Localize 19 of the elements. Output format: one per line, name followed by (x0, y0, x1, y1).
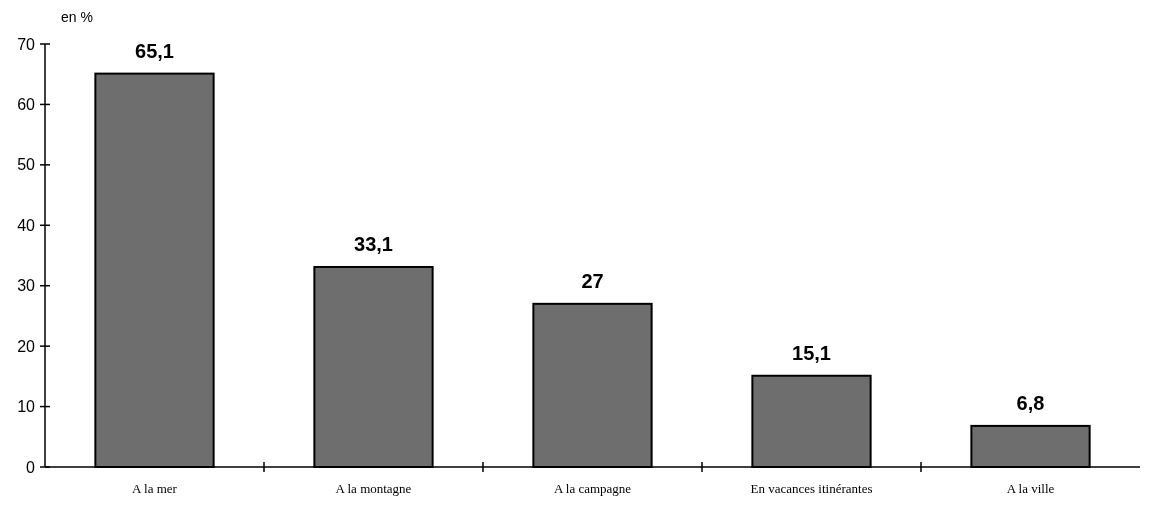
y-tick-label: 20 (17, 337, 36, 355)
y-tick-label: 30 (17, 277, 36, 295)
x-tick-label: A la mer (132, 481, 178, 496)
y-tick-label: 0 (26, 458, 36, 476)
y-tick-label: 10 (17, 398, 36, 416)
y-tick-label: 60 (17, 96, 36, 114)
x-tick-label: A la campagne (553, 481, 632, 496)
y-axis-title: en % (61, 9, 93, 25)
data-label: 15,1 (792, 341, 831, 364)
y-tick-label: 40 (17, 216, 36, 234)
x-tick-label: En vacances itinérantes (750, 481, 873, 496)
data-label: 6,8 (1016, 391, 1045, 414)
data-label: 33,1 (354, 232, 393, 255)
data-label: 65,1 (135, 39, 174, 62)
x-tick-label: A la ville (1006, 481, 1055, 496)
data-label: 27 (581, 269, 604, 292)
y-tick-label: 70 (17, 35, 36, 53)
x-tick-label: A la montagne (335, 481, 412, 496)
y-tick-label: 50 (17, 156, 36, 174)
